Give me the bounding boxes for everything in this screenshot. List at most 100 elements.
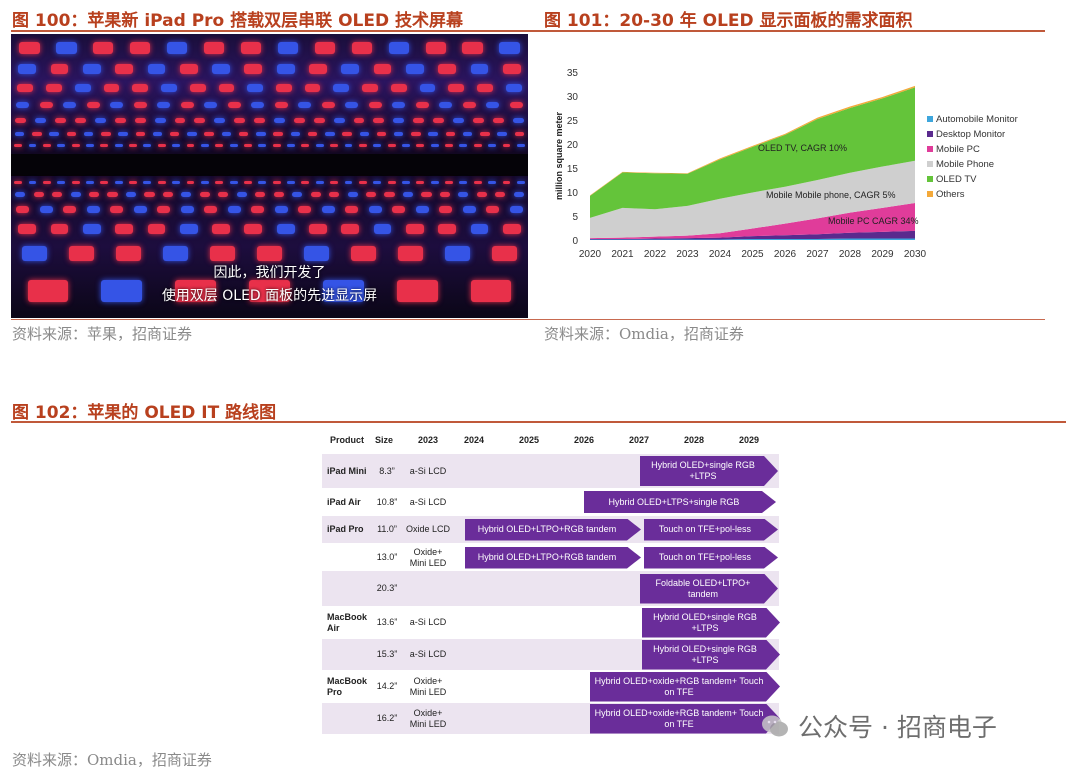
led-cell [342,132,352,136]
led-cell [101,280,143,302]
legend-swatch [927,116,933,122]
led-cell [413,118,425,123]
legend-swatch [927,161,933,167]
led-cell [448,84,465,92]
led-cell [200,181,209,184]
led-cell [509,102,523,108]
roadmap-2023-tech: a-Si LCD [409,617,447,627]
led-cell [68,246,95,261]
roadmap-arrow: Touch on TFE+pol-less [644,547,778,569]
led-cell [180,102,194,108]
led-cell [347,192,358,197]
led-cell [402,192,414,197]
oled-it-roadmap-table: Product Size 2023 2024 2025 2026 2027 20… [322,429,779,737]
led-cell [419,84,436,92]
led-cell [240,42,262,54]
led-cell [247,84,264,92]
roadmap-arrow: Touch on TFE+pol-less [644,519,778,541]
photo-ceiling [11,34,528,154]
led-cell [71,144,80,147]
led-cell [273,192,284,197]
led-cell [273,118,285,123]
led-cell [83,132,94,136]
led-cell [115,64,133,74]
led-cell [50,64,69,74]
roadmap-product: iPad Mini [327,465,367,476]
roadmap-arrow: Hybrid OLED+single RGB +LTPS [642,640,780,670]
led-cell [74,84,91,92]
led-cell [194,118,206,123]
legend-label: Others [936,189,965,200]
led-cell [362,84,378,92]
led-cell [75,118,87,123]
led-cell [114,144,123,147]
led-cell [497,132,507,136]
led-cell [359,132,369,136]
led-cell [344,144,353,147]
roadmap-size: 14.2” [376,681,398,691]
led-cell [358,181,367,184]
led-cell [244,144,252,147]
led-cell [251,206,265,213]
watermark-text: 公众号 · 招商电子 [798,713,997,742]
led-cell [345,102,359,108]
led-cell [143,144,152,147]
legend-swatch [927,131,933,137]
area-series-automobile-monitor [590,238,915,240]
roadmap-product: MacBook Pro [327,675,368,697]
led-cell [167,42,188,54]
header-year-2027: 2027 [629,435,650,445]
led-cell [129,144,137,147]
roadmap-product: MacBook Air [327,611,368,633]
led-cell [358,144,367,147]
led-cell [514,132,525,136]
led-cell [368,102,382,108]
roadmap-arrow: Hybrid OLED+single RGB +LTPS [642,608,780,638]
led-cell [86,206,100,213]
led-cell [384,192,395,197]
header-year-2029: 2029 [739,435,760,445]
figure-102-rule [11,421,1066,423]
led-cell [118,132,128,136]
led-cell [70,192,81,197]
led-cell [186,144,195,147]
x-tick-label: 2023 [676,249,699,260]
led-cell [387,144,396,147]
led-cell [290,132,301,136]
led-cell [458,192,469,197]
led-cell [488,181,497,184]
led-cell [14,132,25,136]
chart-annotation: Mobile PC CAGR 34% [828,216,919,226]
x-tick-label: 2029 [871,249,894,260]
led-cell [505,84,522,92]
figure-101-source: 资料来源：Omdia，招商证券 [544,325,744,343]
led-cell [438,64,457,74]
led-cell [430,181,439,184]
subtitle-line-1: 因此，我们开发了 [213,265,326,281]
chart-annotation: Mobile Mobile phone, CAGR 5% [766,190,896,200]
led-cell [135,132,145,136]
y-tick-label: 10 [567,188,579,199]
roadmap-2023-tech: Oxide+ Mini LED [409,707,447,729]
led-cell [276,224,295,234]
led-cell [157,206,171,213]
led-cell [28,181,37,184]
led-cell [214,118,226,123]
roadmap-size: 13.0” [376,552,398,562]
led-cell [462,206,476,213]
led-cell [251,102,265,108]
led-cell [256,132,266,136]
x-tick-label: 2022 [644,249,667,260]
led-cell [200,144,209,147]
led-cell [89,192,100,197]
led-cell [172,181,181,184]
led-cell [321,102,335,108]
led-cell [229,144,238,147]
led-cell [273,132,283,136]
led-cell [406,224,424,234]
led-cell [133,206,147,213]
led-cell [179,224,198,234]
led-cell [162,192,173,197]
led-cell [488,144,497,147]
led-cell [63,206,77,213]
